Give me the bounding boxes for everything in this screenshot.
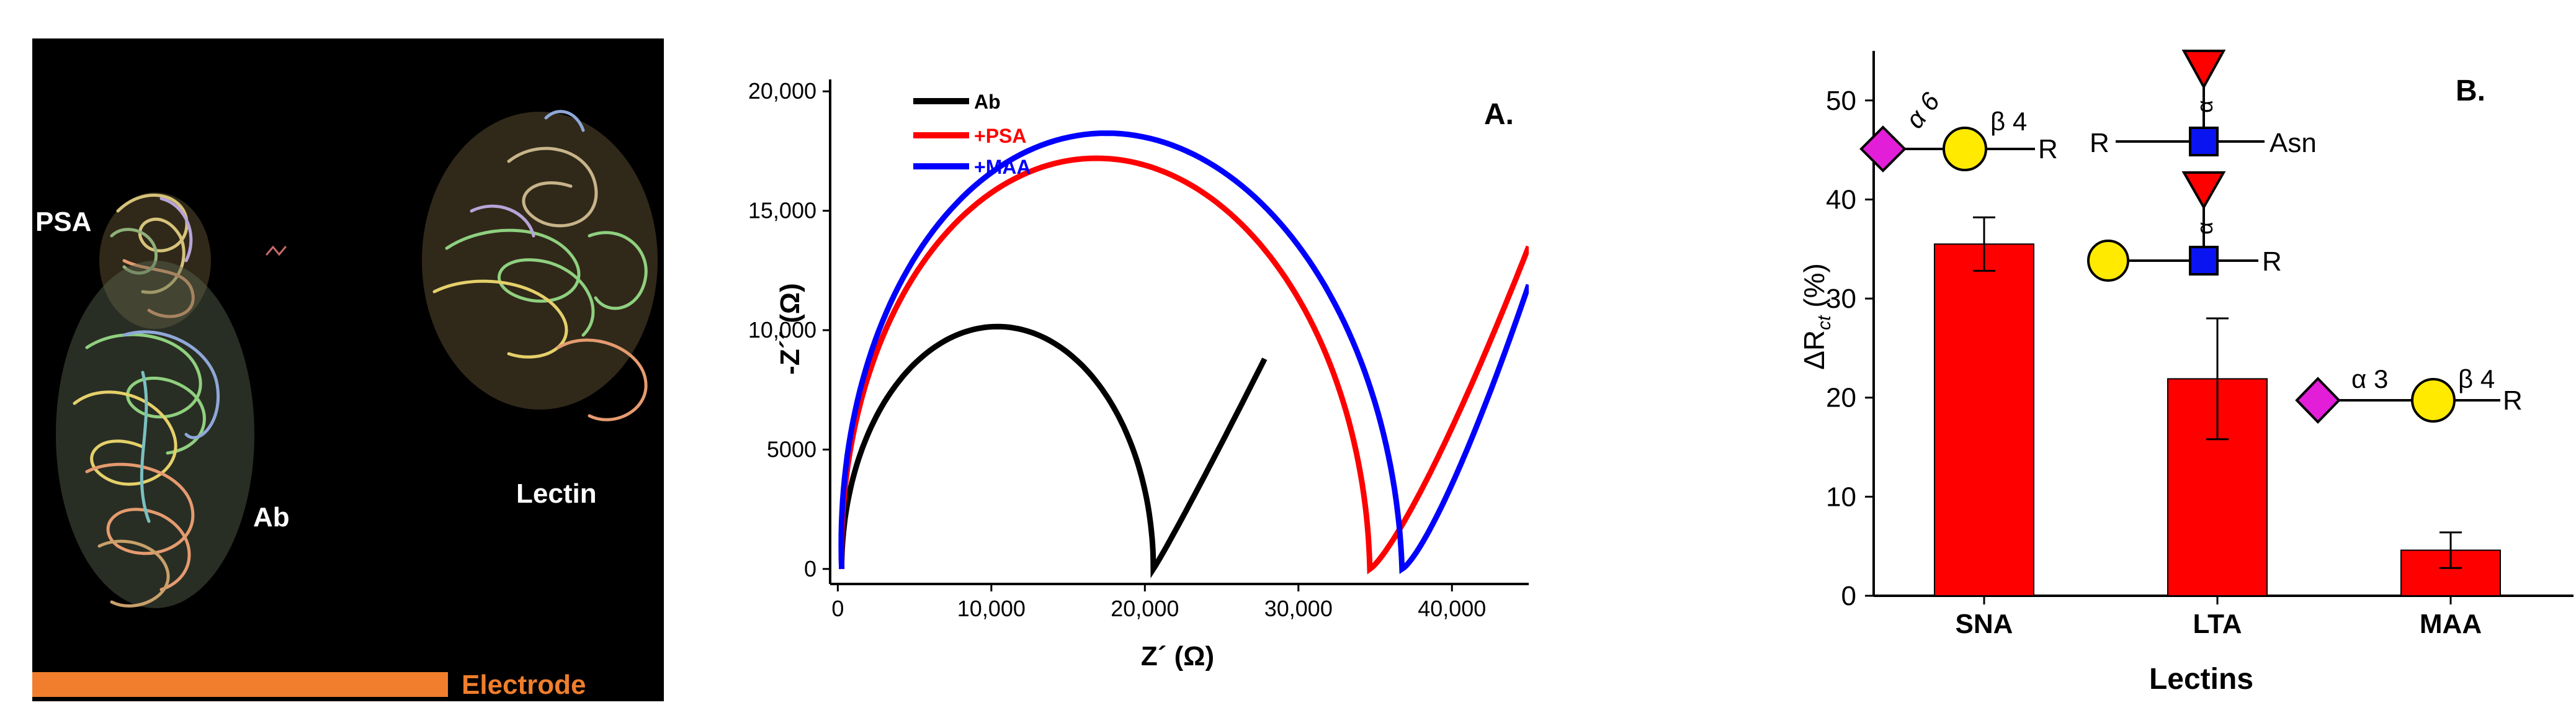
chart-a-y-tick-label: 0 — [804, 556, 816, 582]
sialic-acid-diamond-icon — [2295, 377, 2341, 424]
chart-a-y-tick-label: 5000 — [767, 436, 816, 462]
glycan-lta-alpha-top: α — [2192, 100, 2217, 113]
chart-a-x-tick-label: 10,000 — [957, 596, 1026, 621]
psa-label: PSA — [35, 207, 91, 237]
chart-b-y-tick-label: 20 — [1826, 383, 1856, 413]
electrode-label: Electrode — [462, 670, 586, 700]
bar-sna — [1934, 243, 2034, 597]
chart-b-x-tick-label: SNA — [1956, 609, 2013, 639]
galactose-circle-icon — [1943, 127, 1987, 171]
lectin-molecule — [422, 110, 658, 421]
glycan-lta-r-top: R — [2090, 128, 2109, 158]
chart-b-y-axis-label: ΔRct (%) — [1798, 263, 1835, 370]
chart-b-x-tick-label: LTA — [2193, 609, 2242, 639]
chart-b-y-tick-label: 30 — [1826, 284, 1856, 314]
chart-a-x-tick-label: 30,000 — [1264, 596, 1333, 621]
glycan-sna-alpha: α 6 — [1900, 87, 1946, 134]
chart-b-x-axis-label: Lectins — [2149, 663, 2253, 696]
molecule-illustration: PSA Ab Lectin Electrode — [32, 38, 664, 701]
glycan-maa: α 3 β 4 R — [2295, 364, 2523, 424]
glycan-maa-r: R — [2503, 385, 2523, 416]
electrode-bar — [32, 672, 448, 697]
chart-a-y-axis-label: -Z´´ (Ω) — [775, 283, 805, 375]
chart-b-y-tick-label: 10 — [1826, 482, 1856, 512]
chart-b-y-tick-label: 0 — [1841, 581, 1856, 611]
chart-a-x-tick-label: 20,000 — [1111, 596, 1179, 621]
psa-molecule — [99, 192, 211, 329]
galactose-circle-icon — [2087, 240, 2129, 282]
glycan-lta-asn: Asn — [2270, 128, 2317, 158]
glycan-maa-alpha: α 3 — [2351, 364, 2388, 393]
chart-b-x-tick-label: MAA — [2420, 609, 2482, 639]
lectin-bar-chart: 0 10 20 30 40 50 SNA LTA MAA B. Lectins ΔRct (%… — [1798, 50, 2574, 696]
chart-b-panel-label: B. — [2456, 74, 2485, 107]
legend-label-maa: +MAA — [974, 156, 1031, 178]
sialic-acid-diamond-icon — [1859, 125, 1907, 173]
chart-b-y-tick-label: 50 — [1826, 86, 1856, 116]
fucose-triangle-icon — [2181, 50, 2226, 90]
glcnac-square-icon — [2189, 246, 2219, 276]
glycan-lta-alpha-bottom: α — [2192, 222, 2217, 235]
galactose-circle-icon — [2411, 378, 2456, 423]
chart-a-panel-label: A. — [1484, 98, 1514, 131]
legend-label-psa: +PSA — [974, 125, 1026, 147]
nyquist-chart: 0 10,000 20,000 30,000 40,000 0 5000 10,000 15,0… — [748, 78, 1529, 671]
chart-a-y-tick-label: 15,000 — [748, 198, 816, 223]
chart-a-y-tick-label: 10,000 — [748, 317, 816, 343]
glycan-maa-beta: β 4 — [2458, 364, 2495, 393]
chart-a-x-tick-label: 40,000 — [1418, 596, 1486, 621]
chart-a-axes — [829, 79, 1529, 585]
lectin-label: Lectin — [516, 478, 597, 509]
series-line-ab — [839, 323, 1268, 578]
chart-a-y-tick-label: 20,000 — [748, 78, 816, 104]
glycan-sna-beta: β 4 — [1990, 107, 2027, 136]
glycan-sna-r: R — [2038, 134, 2058, 164]
antibody-molecule — [56, 261, 254, 608]
legend-label-ab: Ab — [974, 91, 1001, 113]
chart-b-y-tick-label: 40 — [1826, 184, 1856, 215]
series-line-psa — [838, 155, 1529, 575]
series-line-maa — [838, 130, 1529, 575]
protein-ribbon-art — [56, 110, 658, 608]
glycan-lta-r-bottom: R — [2262, 246, 2282, 277]
chart-a-x-tick-label: 0 — [831, 596, 844, 621]
glycan-lta: α R Asn α R — [2087, 50, 2317, 282]
chart-a-x-axis-label: Z´ (Ω) — [1141, 641, 1214, 671]
glcnac-square-icon — [2189, 127, 2219, 156]
chart-a-legend: Ab +PSA +MAA — [913, 91, 1031, 178]
glycan-sna: α 6 β 4 R — [1859, 87, 2058, 173]
ab-label: Ab — [253, 502, 290, 532]
fucose-triangle-icon — [2181, 171, 2226, 210]
